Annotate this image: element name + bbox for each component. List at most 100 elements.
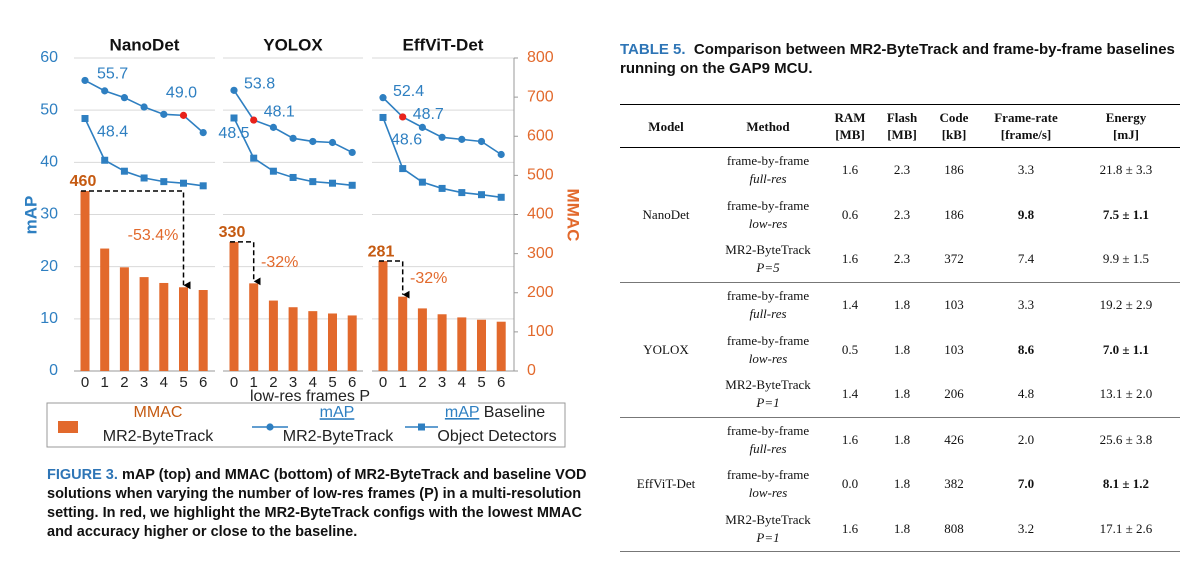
value-cell: 2.0 xyxy=(980,416,1072,463)
value-cell: 1.8 xyxy=(876,371,928,418)
legend-marker xyxy=(418,423,425,431)
point xyxy=(329,179,336,187)
annotation: -53.4% xyxy=(128,227,179,244)
x-tick-label: 2 xyxy=(120,374,128,391)
table-row: frame-by-frame low-res 0.6 2.3 186 9.8 7.5 ± 1… xyxy=(620,193,1180,238)
bar xyxy=(139,277,149,371)
value-cell: 8.6 xyxy=(1017,341,1035,357)
point xyxy=(120,167,128,175)
x-tick-label: 2 xyxy=(418,374,426,391)
value-cell: 426 xyxy=(928,416,980,463)
value-cell: 186 xyxy=(944,206,964,222)
point xyxy=(101,87,109,95)
value-cell: 2.3 xyxy=(893,206,911,222)
point-value-label: 48.5 xyxy=(218,125,249,142)
point-value-label: 52.4 xyxy=(393,83,424,100)
table-row: frame-by-frame low-res 0.5 1.8 103 8.6 7.0 ± 1… xyxy=(620,327,1180,372)
point xyxy=(250,154,258,162)
y2-tick-label: 0 xyxy=(527,362,536,379)
value-cell: 1.6 xyxy=(824,146,876,193)
y-tick-label: 60 xyxy=(40,49,58,66)
bar-value-label: 460 xyxy=(70,173,97,190)
x-tick-label: 6 xyxy=(348,374,356,391)
value-cell: 1.6 xyxy=(824,237,876,283)
point xyxy=(379,94,387,102)
y2-tick-label: 400 xyxy=(527,206,554,223)
method-setting: full-res xyxy=(749,306,787,322)
model-cell: NanoDet xyxy=(620,147,712,283)
method-name: frame-by-frame xyxy=(726,422,810,438)
bar xyxy=(179,287,188,371)
x-tick-label: 4 xyxy=(309,374,317,391)
method-cell: MR2-ByteTrack P=1 xyxy=(712,371,824,418)
y-tick-label: 0 xyxy=(49,362,58,379)
header-text: [MB] xyxy=(835,127,865,142)
value-cell: 3.3 xyxy=(980,281,1072,328)
value-cell: 1.6 xyxy=(824,506,876,553)
x-tick-label: 3 xyxy=(289,374,297,391)
x-tick-label: 3 xyxy=(438,374,446,391)
x-tick-label: 0 xyxy=(379,374,387,391)
point xyxy=(477,137,486,146)
value-cell: 0.5 xyxy=(841,341,859,357)
point-value-label: 48.6 xyxy=(391,132,422,149)
point xyxy=(399,113,407,121)
value-cell: 7.0 ± 1.1 xyxy=(1102,341,1150,357)
value-cell: 206 xyxy=(928,371,980,418)
y2-tick-label: 700 xyxy=(527,88,554,105)
point xyxy=(199,182,207,190)
bar xyxy=(457,317,467,371)
bar xyxy=(477,319,486,371)
value-cell: 1.8 xyxy=(876,416,928,463)
bar xyxy=(308,311,318,371)
model-cell: YOLOX xyxy=(620,281,712,418)
point xyxy=(289,134,297,142)
point xyxy=(160,110,168,118)
x-tick-label: 3 xyxy=(140,374,148,391)
y-tick-label: 10 xyxy=(40,310,58,327)
method-name: MR2-ByteTrack xyxy=(725,512,811,528)
header-text: RAM xyxy=(834,110,866,125)
method-cell: frame-by-frame low-res xyxy=(712,193,824,238)
value-cell: 103 xyxy=(944,341,964,357)
method-name: frame-by-frame xyxy=(726,288,810,304)
y2-tick-label: 500 xyxy=(527,167,554,184)
point xyxy=(418,178,426,186)
value-cell: 808 xyxy=(928,506,980,553)
method-name: frame-by-frame xyxy=(726,332,810,348)
header-cell: Code [kB] xyxy=(928,104,980,148)
x-tick-label: 1 xyxy=(399,374,407,391)
x-tick-label: 0 xyxy=(230,374,238,391)
value-cell: 372 xyxy=(928,237,980,283)
method-cell: frame-by-frame full-res xyxy=(712,416,824,463)
table-row: MR2-ByteTrack P=5 1.6 2.3 372 7.4 9.9 ± 1.5 xyxy=(620,237,1180,283)
value-cell: 8.1 ± 1.2 xyxy=(1102,476,1150,492)
x-tick-label: 2 xyxy=(269,374,277,391)
y2-tick-label: 200 xyxy=(527,284,554,301)
bar xyxy=(496,321,506,371)
annotation: -32% xyxy=(410,270,447,287)
reduction-arrow xyxy=(230,241,261,286)
point xyxy=(81,115,89,123)
value-cell: 4.8 xyxy=(980,371,1072,418)
header-cell: Energy [mJ] xyxy=(1072,104,1180,148)
y2-tick-label: 600 xyxy=(527,127,554,144)
point xyxy=(348,181,356,189)
legend-box xyxy=(46,402,566,448)
x-tick-label: 1 xyxy=(250,374,258,391)
y2-tick-label: 800 xyxy=(527,49,554,66)
value-cell: 7.5 ± 1.1 xyxy=(1102,206,1150,222)
bar xyxy=(288,307,298,371)
header-text: [frame/s] xyxy=(1000,127,1052,142)
point xyxy=(418,123,426,131)
bar xyxy=(80,191,90,371)
bar xyxy=(268,300,278,371)
value-cell: 2.3 xyxy=(876,237,928,283)
point xyxy=(309,178,317,186)
table-title: Comparison between MR2-ByteTrack and fra… xyxy=(620,41,1175,77)
point-value-label: 53.8 xyxy=(244,76,275,93)
method-cell: frame-by-frame full-res xyxy=(712,281,824,328)
header-text: [kB] xyxy=(941,127,967,142)
bar xyxy=(229,241,239,371)
